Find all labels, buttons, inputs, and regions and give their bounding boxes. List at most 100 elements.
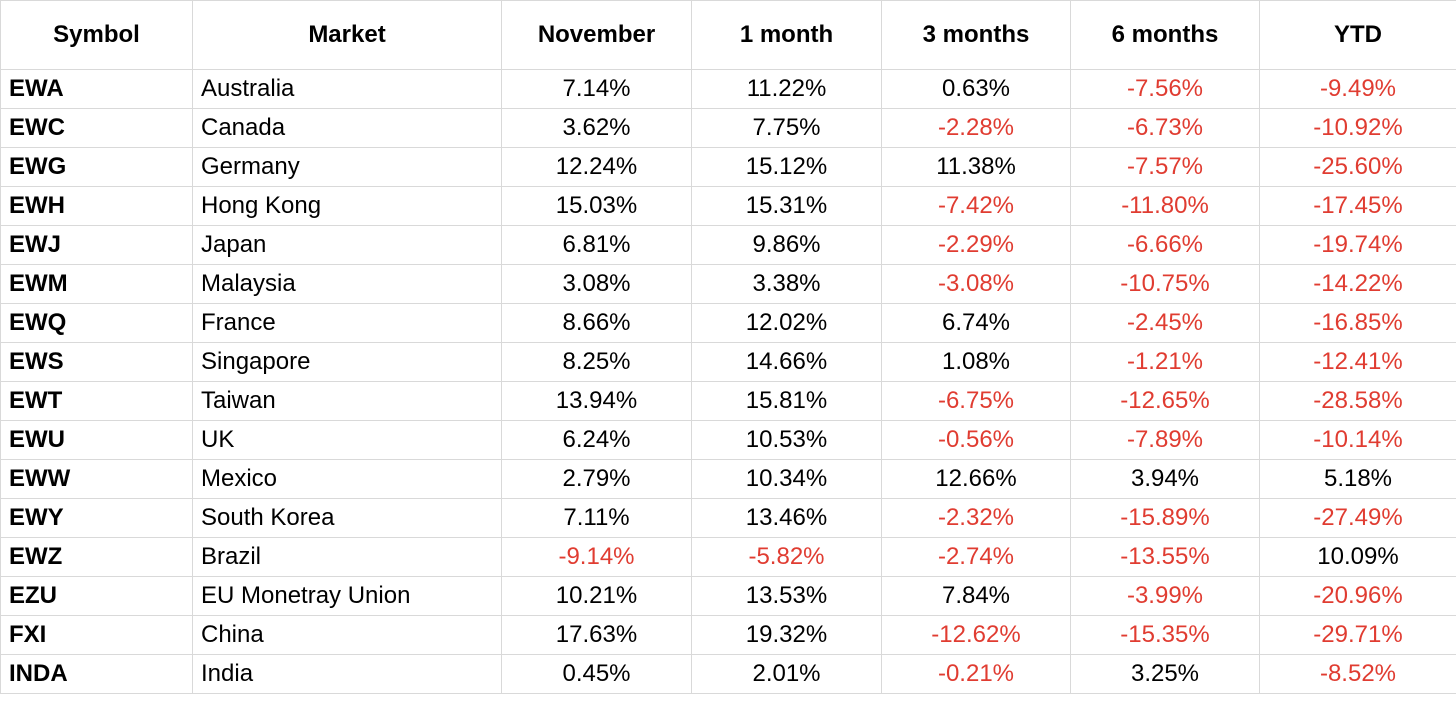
cell-ytd[interactable]: -25.60% <box>1259 147 1456 187</box>
cell-1-month[interactable]: 13.53% <box>691 576 882 616</box>
cell-market[interactable]: Germany <box>192 147 502 187</box>
cell-3-months[interactable]: -7.42% <box>881 186 1071 226</box>
cell-november[interactable]: 8.25% <box>501 342 692 382</box>
cell-symbol[interactable]: EWY <box>0 498 193 538</box>
cell-market[interactable]: Brazil <box>192 537 502 577</box>
cell-market[interactable]: Singapore <box>192 342 502 382</box>
cell-november[interactable]: 0.45% <box>501 654 692 694</box>
cell-symbol[interactable]: EWQ <box>0 303 193 343</box>
cell-3-months[interactable]: -0.56% <box>881 420 1071 460</box>
cell-ytd[interactable]: -12.41% <box>1259 342 1456 382</box>
cell-3-months[interactable]: -12.62% <box>881 615 1071 655</box>
cell-symbol[interactable]: EWT <box>0 381 193 421</box>
cell-6-months[interactable]: -7.57% <box>1070 147 1260 187</box>
cell-3-months[interactable]: -2.74% <box>881 537 1071 577</box>
header-ytd[interactable]: YTD <box>1259 0 1456 70</box>
cell-november[interactable]: 3.08% <box>501 264 692 304</box>
cell-6-months[interactable]: -7.56% <box>1070 69 1260 109</box>
cell-market[interactable]: Malaysia <box>192 264 502 304</box>
cell-3-months[interactable]: -3.08% <box>881 264 1071 304</box>
cell-market[interactable]: China <box>192 615 502 655</box>
cell-6-months[interactable]: -1.21% <box>1070 342 1260 382</box>
cell-symbol[interactable]: INDA <box>0 654 193 694</box>
cell-6-months[interactable]: -15.89% <box>1070 498 1260 538</box>
cell-symbol[interactable]: EWW <box>0 459 193 499</box>
cell-symbol[interactable]: EWS <box>0 342 193 382</box>
cell-ytd[interactable]: -9.49% <box>1259 69 1456 109</box>
cell-6-months[interactable]: -6.66% <box>1070 225 1260 265</box>
header-november[interactable]: November <box>501 0 692 70</box>
cell-symbol[interactable]: EWG <box>0 147 193 187</box>
cell-1-month[interactable]: 10.34% <box>691 459 882 499</box>
cell-november[interactable]: 13.94% <box>501 381 692 421</box>
cell-ytd[interactable]: -14.22% <box>1259 264 1456 304</box>
cell-1-month[interactable]: 11.22% <box>691 69 882 109</box>
cell-market[interactable]: Mexico <box>192 459 502 499</box>
cell-3-months[interactable]: -2.29% <box>881 225 1071 265</box>
cell-market[interactable]: Japan <box>192 225 502 265</box>
cell-symbol[interactable]: EWH <box>0 186 193 226</box>
cell-3-months[interactable]: -6.75% <box>881 381 1071 421</box>
cell-6-months[interactable]: -13.55% <box>1070 537 1260 577</box>
cell-3-months[interactable]: 12.66% <box>881 459 1071 499</box>
cell-market[interactable]: India <box>192 654 502 694</box>
cell-ytd[interactable]: -27.49% <box>1259 498 1456 538</box>
cell-ytd[interactable]: -20.96% <box>1259 576 1456 616</box>
cell-november[interactable]: 12.24% <box>501 147 692 187</box>
cell-ytd[interactable]: -17.45% <box>1259 186 1456 226</box>
cell-6-months[interactable]: -11.80% <box>1070 186 1260 226</box>
cell-ytd[interactable]: -29.71% <box>1259 615 1456 655</box>
cell-ytd[interactable]: -16.85% <box>1259 303 1456 343</box>
cell-ytd[interactable]: -10.92% <box>1259 108 1456 148</box>
cell-3-months[interactable]: -2.32% <box>881 498 1071 538</box>
cell-1-month[interactable]: 15.81% <box>691 381 882 421</box>
cell-1-month[interactable]: 13.46% <box>691 498 882 538</box>
cell-market[interactable]: EU Monetray Union <box>192 576 502 616</box>
cell-november[interactable]: 7.11% <box>501 498 692 538</box>
cell-ytd[interactable]: -10.14% <box>1259 420 1456 460</box>
cell-market[interactable]: Hong Kong <box>192 186 502 226</box>
cell-1-month[interactable]: 3.38% <box>691 264 882 304</box>
cell-november[interactable]: 10.21% <box>501 576 692 616</box>
cell-market[interactable]: South Korea <box>192 498 502 538</box>
cell-6-months[interactable]: 3.25% <box>1070 654 1260 694</box>
cell-1-month[interactable]: 19.32% <box>691 615 882 655</box>
cell-ytd[interactable]: 5.18% <box>1259 459 1456 499</box>
cell-3-months[interactable]: 11.38% <box>881 147 1071 187</box>
cell-1-month[interactable]: 12.02% <box>691 303 882 343</box>
cell-symbol[interactable]: EWU <box>0 420 193 460</box>
cell-ytd[interactable]: -28.58% <box>1259 381 1456 421</box>
cell-november[interactable]: 17.63% <box>501 615 692 655</box>
cell-3-months[interactable]: 0.63% <box>881 69 1071 109</box>
cell-1-month[interactable]: 2.01% <box>691 654 882 694</box>
cell-1-month[interactable]: 9.86% <box>691 225 882 265</box>
cell-symbol[interactable]: FXI <box>0 615 193 655</box>
cell-november[interactable]: 2.79% <box>501 459 692 499</box>
header-1-month[interactable]: 1 month <box>691 0 882 70</box>
cell-1-month[interactable]: 15.31% <box>691 186 882 226</box>
cell-6-months[interactable]: -10.75% <box>1070 264 1260 304</box>
cell-market[interactable]: Canada <box>192 108 502 148</box>
cell-november[interactable]: 8.66% <box>501 303 692 343</box>
cell-november[interactable]: 6.24% <box>501 420 692 460</box>
cell-1-month[interactable]: 14.66% <box>691 342 882 382</box>
cell-ytd[interactable]: 10.09% <box>1259 537 1456 577</box>
cell-3-months[interactable]: 7.84% <box>881 576 1071 616</box>
cell-ytd[interactable]: -19.74% <box>1259 225 1456 265</box>
cell-3-months[interactable]: -2.28% <box>881 108 1071 148</box>
header-symbol[interactable]: Symbol <box>0 0 193 70</box>
cell-6-months[interactable]: -12.65% <box>1070 381 1260 421</box>
header-3-months[interactable]: 3 months <box>881 0 1071 70</box>
cell-november[interactable]: 3.62% <box>501 108 692 148</box>
cell-market[interactable]: Taiwan <box>192 381 502 421</box>
cell-market[interactable]: Australia <box>192 69 502 109</box>
cell-6-months[interactable]: -3.99% <box>1070 576 1260 616</box>
header-market[interactable]: Market <box>192 0 502 70</box>
cell-3-months[interactable]: 1.08% <box>881 342 1071 382</box>
cell-1-month[interactable]: 7.75% <box>691 108 882 148</box>
cell-ytd[interactable]: -8.52% <box>1259 654 1456 694</box>
cell-symbol[interactable]: EWC <box>0 108 193 148</box>
cell-symbol[interactable]: EWJ <box>0 225 193 265</box>
cell-3-months[interactable]: -0.21% <box>881 654 1071 694</box>
cell-november[interactable]: 6.81% <box>501 225 692 265</box>
